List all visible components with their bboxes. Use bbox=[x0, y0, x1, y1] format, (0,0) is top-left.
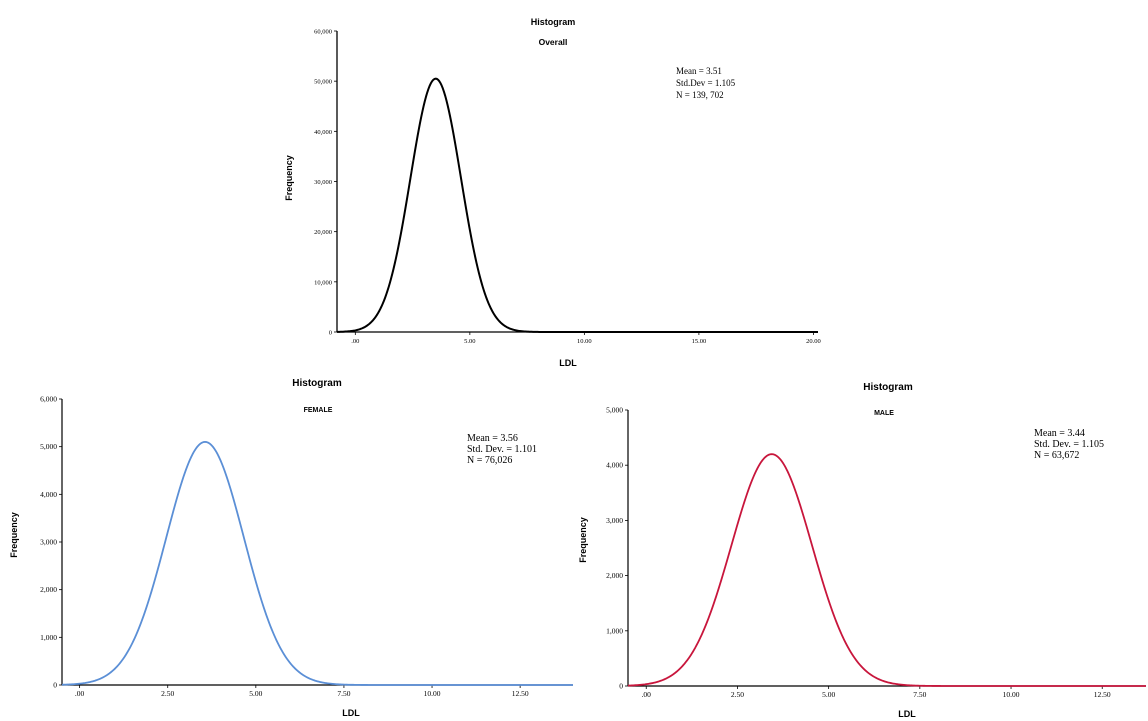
y-axis-label: Frequency bbox=[578, 517, 588, 563]
normal-curve-line bbox=[336, 77, 818, 333]
x-tick-label: 10.00 bbox=[1003, 690, 1020, 699]
x-tick-label: 2.50 bbox=[161, 689, 174, 698]
chart-subtitle: FEMALE bbox=[304, 407, 333, 414]
chart-female: Histogram FEMALE Frequency LDL Mean = 3.… bbox=[9, 378, 573, 718]
y-tick-label: 5,000 bbox=[40, 442, 57, 451]
y-tick-label: 3,000 bbox=[40, 538, 57, 547]
y-tick-label: 1,000 bbox=[606, 626, 623, 635]
x-tick-label: 5.00 bbox=[249, 689, 262, 698]
x-tick-label: 15.00 bbox=[692, 338, 707, 345]
y-tick-label: 0 bbox=[53, 681, 57, 690]
x-axis-label: LDL bbox=[342, 708, 360, 718]
x-tick-label: 5.00 bbox=[822, 690, 835, 699]
y-tick-label: 2,000 bbox=[40, 585, 57, 594]
y-tick-label: 6,000 bbox=[40, 395, 57, 404]
stats-n: N = 139, 702 bbox=[676, 90, 724, 100]
x-tick-label: 5.00 bbox=[464, 338, 475, 345]
x-tick-label: .00 bbox=[351, 338, 359, 345]
chart-title: Histogram bbox=[863, 382, 913, 393]
x-tick-label: 2.50 bbox=[731, 690, 744, 699]
chart-title: Histogram bbox=[292, 378, 342, 389]
stats-mean: Mean = 3.44 bbox=[1034, 428, 1085, 439]
stats-std-dev: Std. Dev. = 1.101 bbox=[467, 444, 537, 455]
x-tick-label: 7.50 bbox=[337, 689, 350, 698]
x-axis-label: LDL bbox=[898, 709, 916, 719]
normal-curve-line bbox=[627, 453, 1146, 687]
stats-n: N = 76,026 bbox=[467, 455, 512, 466]
y-tick-label: 30,000 bbox=[314, 179, 332, 186]
chart-male: Histogram MALE Frequency LDL Mean = 3.44… bbox=[578, 382, 1146, 719]
x-axis-label: LDL bbox=[559, 358, 577, 368]
stats-std-dev: Std.Dev = 1.105 bbox=[676, 78, 736, 88]
stats-n: N = 63,672 bbox=[1034, 450, 1079, 461]
y-tick-label: 4,000 bbox=[606, 461, 623, 470]
y-axis-label: Frequency bbox=[284, 155, 294, 201]
normal-curve-line bbox=[61, 441, 573, 686]
y-tick-label: 0 bbox=[619, 682, 623, 691]
x-tick-label: 12.50 bbox=[1094, 690, 1111, 699]
chart-overall: Histogram Overall Frequency LDL Mean = 3… bbox=[284, 17, 821, 368]
y-tick-label: 10,000 bbox=[314, 279, 332, 286]
y-tick-label: 5,000 bbox=[606, 406, 623, 415]
chart-subtitle: Overall bbox=[539, 37, 568, 47]
chart-title: Histogram bbox=[531, 17, 576, 27]
stats-mean: Mean = 3.51 bbox=[676, 66, 722, 76]
y-tick-label: 60,000 bbox=[314, 29, 332, 36]
x-tick-label: 12.50 bbox=[512, 689, 529, 698]
y-tick-label: 40,000 bbox=[314, 129, 332, 136]
x-tick-label: 10.00 bbox=[577, 338, 592, 345]
chart-subtitle: MALE bbox=[874, 410, 894, 417]
y-tick-label: 3,000 bbox=[606, 516, 623, 525]
x-tick-label: 7.50 bbox=[913, 690, 926, 699]
stats-mean: Mean = 3.56 bbox=[467, 433, 518, 444]
x-tick-label: .00 bbox=[642, 690, 652, 699]
y-tick-label: 2,000 bbox=[606, 571, 623, 580]
y-tick-label: 4,000 bbox=[40, 490, 57, 499]
stats-std-dev: Std. Dev. = 1.105 bbox=[1034, 439, 1104, 450]
y-tick-label: 20,000 bbox=[314, 229, 332, 236]
x-tick-label: 10.00 bbox=[424, 689, 441, 698]
y-tick-label: 1,000 bbox=[40, 633, 57, 642]
y-axis-label: Frequency bbox=[9, 512, 19, 558]
x-tick-label: .00 bbox=[75, 689, 85, 698]
y-tick-label: 50,000 bbox=[314, 79, 332, 86]
y-tick-label: 0 bbox=[329, 330, 332, 337]
x-tick-label: 20.00 bbox=[806, 338, 821, 345]
